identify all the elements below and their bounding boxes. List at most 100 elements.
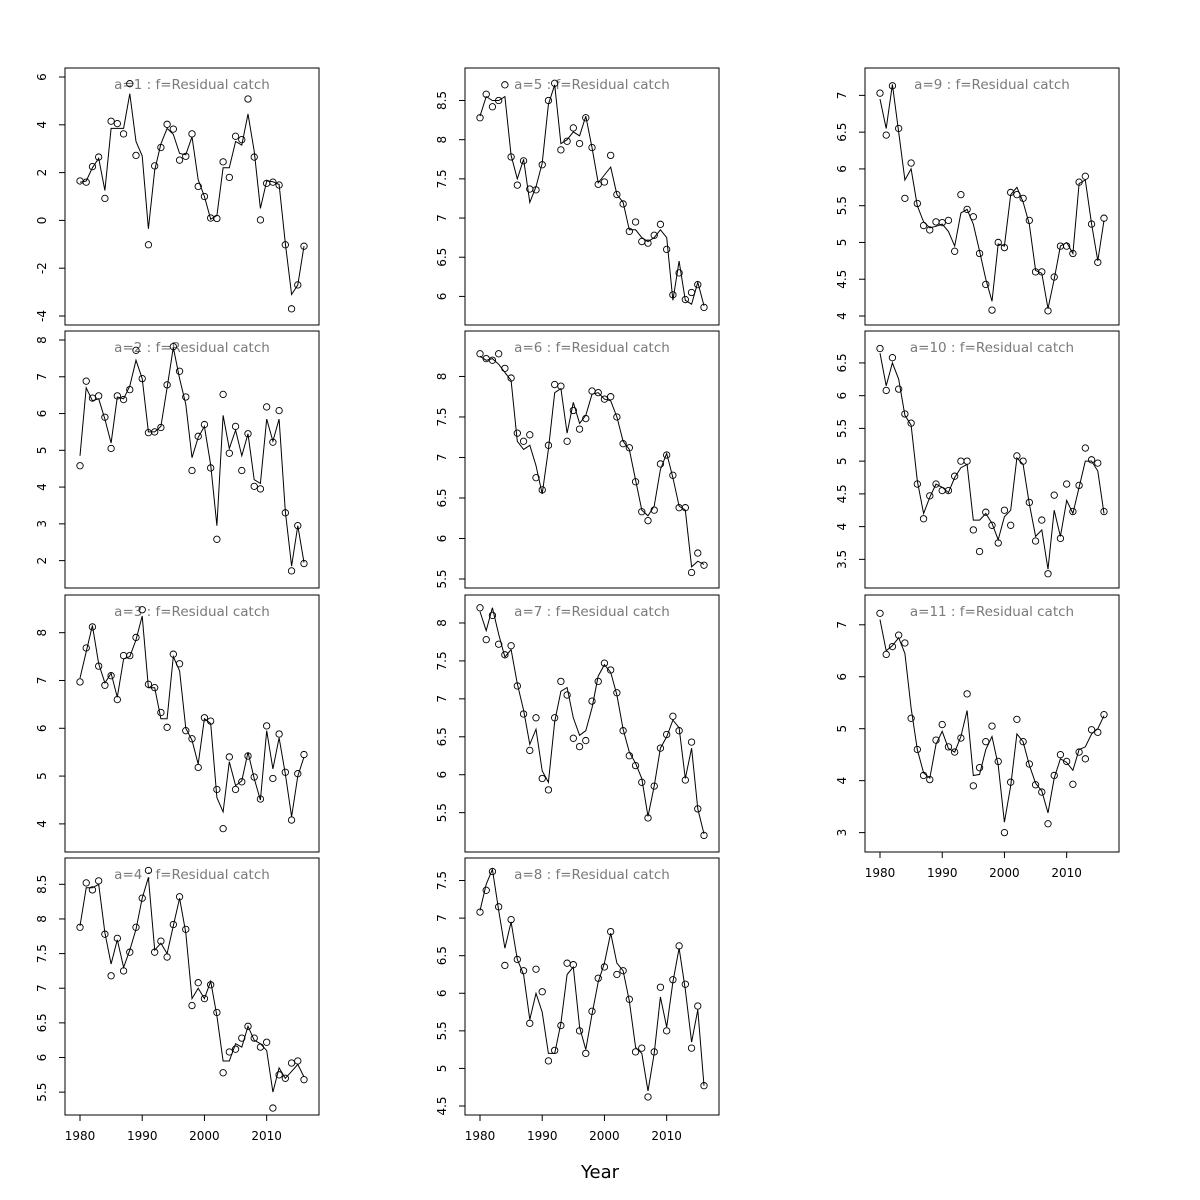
- observed-point: [1050, 273, 1058, 281]
- observed-point: [482, 636, 490, 644]
- y-tick-label: 7: [35, 677, 49, 685]
- observed-point: [1100, 507, 1108, 516]
- observed-point: [482, 90, 490, 98]
- observed-point: [988, 722, 996, 730]
- observed-point: [538, 774, 546, 783]
- observed-point: [126, 385, 134, 394]
- y-tick-label: 6: [35, 1054, 49, 1062]
- observed-point: [988, 521, 996, 529]
- observed-point: [294, 281, 302, 289]
- observed-point: [144, 241, 153, 249]
- panel-frame: [64, 330, 320, 589]
- observed-point: [1081, 755, 1089, 763]
- observed-point: [1081, 172, 1089, 180]
- observed-point: [669, 471, 677, 479]
- observed-point: [969, 782, 977, 790]
- observed-point: [901, 194, 909, 202]
- observed-point: [575, 1027, 584, 1035]
- observed-point: [507, 374, 515, 382]
- y-tick-label: 5: [35, 446, 49, 454]
- observed-point: [607, 151, 615, 160]
- observed-point: [963, 205, 971, 214]
- y-tick-label: 6.5: [435, 488, 449, 507]
- y-tick-label: 6: [435, 535, 449, 543]
- observed-point: [501, 651, 509, 659]
- observed-point: [294, 1057, 302, 1065]
- y-tick-label: 6: [835, 392, 849, 400]
- panel-title: a=4 : f=Residual catch: [114, 867, 270, 883]
- x-tick-label: 1980: [865, 866, 896, 880]
- observed-point: [544, 1057, 553, 1065]
- observed-point: [681, 295, 689, 304]
- observed-point: [213, 785, 221, 794]
- observed-point: [594, 180, 602, 189]
- observed-point: [700, 561, 708, 569]
- panel: a=4 : f=Residual catch 5.5 6 6.5 7 7.5 8 8.5 198…: [35, 857, 320, 1143]
- observed-point: [225, 1048, 233, 1056]
- observed-point: [1075, 748, 1083, 756]
- observed-point: [631, 478, 640, 486]
- y-tick-label: 7: [835, 92, 849, 100]
- observed-point: [888, 82, 897, 90]
- observed-point: [501, 364, 509, 373]
- observed-point: [238, 466, 246, 475]
- y-tick-label: 4: [35, 483, 49, 491]
- observed-point: [1013, 715, 1021, 723]
- y-tick-label: 6: [435, 293, 449, 301]
- observed-point: [957, 191, 965, 199]
- observed-point: [544, 441, 553, 449]
- observed-point: [275, 406, 283, 415]
- observed-point: [495, 640, 503, 648]
- observed-point: [132, 633, 140, 642]
- y-tick-label: 5: [435, 1065, 449, 1073]
- observed-point: [182, 393, 190, 401]
- observed-point: [569, 734, 577, 742]
- observed-point: [76, 923, 84, 931]
- observed-point: [95, 392, 103, 400]
- observed-point: [182, 152, 190, 160]
- observed-point: [101, 681, 109, 689]
- observed-point: [687, 1044, 696, 1052]
- observed-point: [1063, 242, 1071, 250]
- observed-point: [76, 462, 84, 470]
- observed-point: [501, 81, 509, 89]
- observed-point: [1019, 738, 1027, 746]
- panel: a=3 : f=Residual catch 4 5 6 7 8: [35, 594, 320, 853]
- observed-point: [575, 742, 584, 751]
- observed-point: [281, 241, 289, 249]
- observed-point: [975, 764, 984, 772]
- observed-point: [588, 1007, 596, 1015]
- observed-point: [1019, 457, 1027, 465]
- panel-title: a=5 : f=Residual catch: [514, 77, 670, 93]
- observed-point: [1087, 456, 1096, 464]
- panel-frame: [864, 594, 1120, 853]
- observed-point: [901, 410, 909, 418]
- observed-point: [982, 280, 990, 289]
- observed-point: [250, 773, 258, 781]
- observed-point: [607, 666, 615, 674]
- observed-point: [231, 785, 240, 794]
- observed-point: [700, 303, 708, 312]
- observed-point: [1050, 771, 1058, 780]
- observed-point: [882, 131, 890, 139]
- panel: a=10 : f=Residual catch 3.5 4 4.5 5 5.5 6 6.5: [835, 330, 1120, 589]
- observed-point: [482, 886, 490, 894]
- observed-point: [219, 158, 227, 166]
- observed-point: [907, 419, 915, 427]
- observed-point: [275, 181, 283, 189]
- observed-point: [256, 1043, 265, 1051]
- observed-point: [1044, 570, 1052, 578]
- panel-title: a=2 : f=Residual catch: [114, 340, 270, 356]
- y-tick-label: 5: [835, 239, 849, 247]
- observed-point: [507, 642, 515, 650]
- observed-point: [694, 805, 702, 813]
- observed-point: [569, 124, 577, 132]
- observed-point: [1038, 516, 1046, 524]
- observed-point: [1069, 249, 1077, 258]
- x-tick-label: 1980: [65, 1129, 96, 1143]
- observed-point: [281, 1074, 289, 1082]
- observed-point: [994, 238, 1002, 247]
- observed-point: [1000, 506, 1009, 514]
- observed-point: [895, 631, 903, 639]
- observed-point: [613, 689, 621, 697]
